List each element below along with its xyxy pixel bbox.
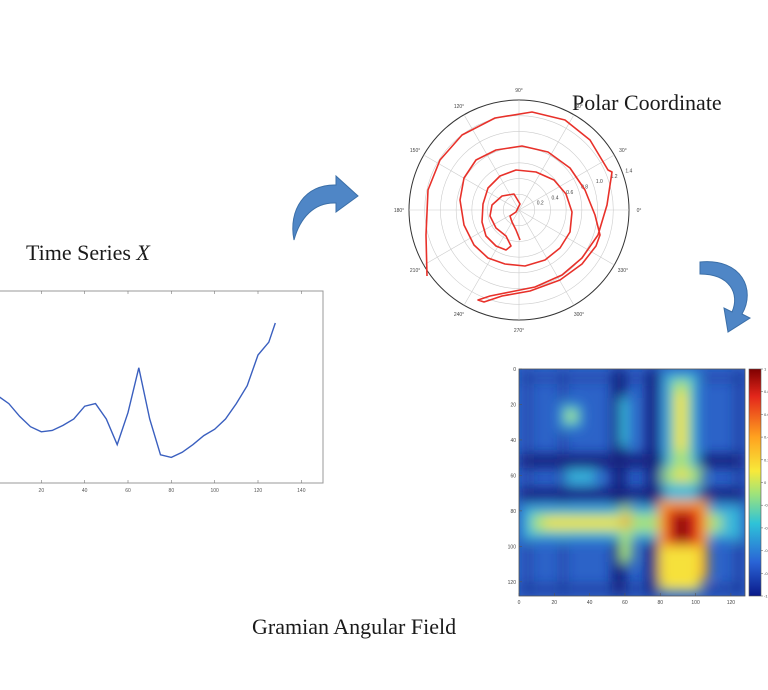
colorbar-tick-label: 0.4 xyxy=(764,435,768,440)
arrow-to-polar xyxy=(292,174,359,241)
polar-angle-label: 240° xyxy=(454,312,464,318)
polar-angle-label: 330° xyxy=(618,268,628,274)
colorbar-tick-label: -0.2 xyxy=(764,503,768,508)
gaf-x-tick-label: 40 xyxy=(587,600,593,606)
colorbar-tick-label: -1 xyxy=(764,594,768,599)
colorbar-tick-label: 0.8 xyxy=(764,389,768,394)
polar-coordinate-label: Polar Coordinate xyxy=(572,90,722,115)
polar-angle-label: 270° xyxy=(514,328,524,334)
polar-angle-label: 300° xyxy=(574,312,584,318)
ts-tick-label: 100 xyxy=(210,488,219,494)
polar-trajectory xyxy=(425,111,613,303)
colorbar-tick-label: 0 xyxy=(764,480,767,485)
colorbar-tick-label: 1 xyxy=(764,367,767,372)
gaf-x-tick-label: 60 xyxy=(622,600,628,606)
colorbar-tick-label: -0.8 xyxy=(764,571,768,576)
polar-spoke xyxy=(518,114,575,211)
ts-tick-label: 40 xyxy=(82,488,88,494)
colorbar-tick-label: 0.2 xyxy=(764,457,768,462)
polar-radial-label: 1.4 xyxy=(625,168,632,174)
time-series-line xyxy=(0,322,276,459)
gaf-x-tick-label: 100 xyxy=(691,600,700,606)
polar-radial-label: 0.6 xyxy=(566,190,573,196)
gaf-y-tick-label: 20 xyxy=(510,402,516,408)
polar-angle-label: 150° xyxy=(410,148,420,154)
polar-radial-labels: 0.2 0.4 0.6 0.8 1.0 1.2 1.4 xyxy=(537,168,633,206)
polar-angle-label: 0° xyxy=(637,208,642,214)
time-series-frame xyxy=(0,290,324,484)
time-series-plot: 20 40 60 80 100 120 140 xyxy=(0,290,324,494)
ts-tick-label: 140 xyxy=(297,488,306,494)
time-series-label-text: Time Series xyxy=(26,240,137,265)
ts-tick-label: 80 xyxy=(169,488,175,494)
ts-tick-label: 120 xyxy=(254,488,263,494)
gaf-y-tick-label: 120 xyxy=(508,580,517,586)
polar-radial-label: 1.0 xyxy=(596,179,603,185)
gaf-y-tick-label: 80 xyxy=(510,509,516,515)
polar-angle-label: 210° xyxy=(410,268,420,274)
gaf-heatmap: 0 20 40 60 80 100 120 0 20 40 60 80 100 120 1 0.8 0.6 0.… xyxy=(508,367,768,607)
polar-spoke xyxy=(423,209,520,266)
curved-arrow-icon xyxy=(699,261,752,333)
ts-tick-label: 20 xyxy=(39,488,45,494)
polar-angle-labels: 90° 60° 30° 0° 330° 300° 270° 240° 210° 180° 150° 1… xyxy=(394,88,642,334)
gaf-y-tick-label: 60 xyxy=(510,473,516,479)
polar-plot: 90° 60° 30° 0° 330° 300° 270° 240° 210° 180° 150° 1… xyxy=(394,88,642,334)
time-series-label: Time Series X xyxy=(26,240,150,266)
polar-radial-label: 0.8 xyxy=(581,185,588,191)
gramian-angular-field-label: Gramian Angular Field xyxy=(252,614,457,639)
colorbar-tick-label: -0.6 xyxy=(764,548,768,553)
arrow-to-gaf xyxy=(699,261,752,333)
polar-spoke xyxy=(518,154,615,211)
gaf-colorbar-ticks: 1 0.8 0.6 0.4 0.2 0 -0.2 -0.4 -0.6 -0.8 -1 xyxy=(761,367,768,599)
gaf-colorbar xyxy=(748,368,762,597)
gaf-x-tick-label: 80 xyxy=(657,600,663,606)
polar-radial-label: 0.4 xyxy=(552,195,559,201)
gaf-x-tick-label: 20 xyxy=(552,600,558,606)
polar-angle-label: 60° xyxy=(575,104,583,110)
polar-angle-label: 30° xyxy=(619,148,627,154)
ts-tick-label: 60 xyxy=(125,488,131,494)
gaf-y-tick-label: 40 xyxy=(510,438,516,444)
polar-spoke xyxy=(463,209,520,306)
polar-spoke xyxy=(518,209,575,306)
polar-spoke xyxy=(423,154,520,211)
colorbar-tick-label: -0.4 xyxy=(764,525,768,530)
gaf-frame xyxy=(518,368,746,597)
gaf-x-tick-label: 0 xyxy=(518,600,521,606)
polar-radial-label: 0.2 xyxy=(537,201,544,207)
gaf-y-tick-label: 0 xyxy=(513,367,516,373)
polar-grid xyxy=(408,99,630,321)
curved-arrow-icon xyxy=(292,174,359,241)
polar-angle-label: 120° xyxy=(454,104,464,110)
time-series-x-ticks: 20 40 60 80 100 120 140 xyxy=(39,291,306,494)
polar-angle-label: 90° xyxy=(515,88,523,94)
time-series-variable: X xyxy=(136,240,150,265)
polar-radial-label: 1.2 xyxy=(611,174,618,180)
colorbar-tick-label: 0.6 xyxy=(764,412,768,417)
gaf-x-tick-label: 120 xyxy=(727,600,736,606)
polar-angle-label: 180° xyxy=(394,208,404,214)
gaf-axis-ticks: 0 20 40 60 80 100 120 0 20 40 60 80 100 120 xyxy=(508,367,736,606)
gaf-y-tick-label: 100 xyxy=(508,544,517,550)
